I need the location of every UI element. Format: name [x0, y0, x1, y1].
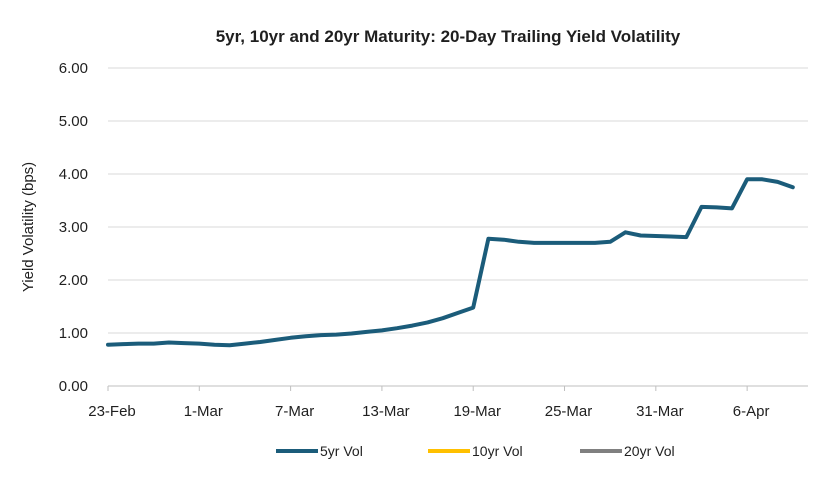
x-tick-label: 6-Apr: [733, 403, 770, 420]
legend-label: 20yr Vol: [624, 443, 675, 459]
y-axis-ticks: 0.00 1.00 2.00 3.00 4.00 5.00 6.00: [59, 60, 88, 395]
y-tick-label: 2.00: [59, 272, 88, 289]
x-tick-label: 23-Feb: [88, 403, 136, 420]
y-tick-label: 5.00: [59, 113, 88, 130]
x-tick-label: 13-Mar: [362, 403, 410, 420]
series-lines: [106, 177, 795, 348]
gridlines: [108, 67, 808, 334]
x-axis-ticks: 23-Feb 1-Mar 7-Mar 13-Mar 19-Mar 25-Mar 31-Mar…: [88, 386, 769, 420]
legend: 5yr Vol 10yr Vol 20yr Vol: [276, 443, 675, 459]
chart-title: 5yr, 10yr and 20yr Maturity: 20-Day Trai…: [216, 27, 681, 46]
x-tick-label: 25-Mar: [545, 403, 593, 420]
y-axis-label: Yield Volatility (bps): [20, 162, 37, 292]
y-tick-label: 6.00: [59, 60, 88, 77]
y-tick-label: 0.00: [59, 378, 88, 395]
y-tick-label: 1.00: [59, 325, 88, 342]
y-tick-label: 3.00: [59, 219, 88, 236]
x-tick-label: 1-Mar: [184, 403, 223, 420]
x-tick-label: 31-Mar: [636, 403, 684, 420]
x-tick-label: 7-Mar: [275, 403, 314, 420]
legend-label: 5yr Vol: [320, 443, 363, 459]
legend-label: 10yr Vol: [472, 443, 523, 459]
y-tick-label: 4.00: [59, 166, 88, 183]
x-tick-label: 19-Mar: [453, 403, 501, 420]
series-line-5yr-vol: [106, 177, 795, 348]
